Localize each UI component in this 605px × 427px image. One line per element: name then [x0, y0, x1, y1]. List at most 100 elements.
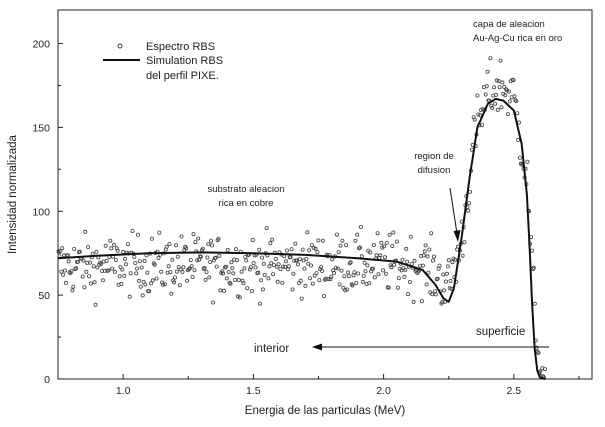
spectrum-point	[396, 276, 401, 281]
spectrum-point	[355, 232, 360, 237]
spectrum-point	[374, 253, 379, 258]
spectrum-point	[180, 269, 185, 274]
annotation-diffusion-region: region de	[414, 151, 454, 162]
spectrum-point	[360, 279, 365, 284]
x-tick-label: 1.5	[246, 385, 261, 397]
spectrum-point	[372, 275, 377, 280]
spectrum-point	[220, 269, 225, 274]
spectrum-point	[381, 244, 386, 249]
spectrum-point	[103, 243, 108, 248]
spectrum-point	[530, 248, 535, 253]
spectrum-point	[174, 269, 179, 274]
spectrum-point	[352, 270, 357, 275]
spectrum-point	[127, 294, 132, 299]
spectrum-point	[437, 263, 442, 268]
spectrum-point	[357, 246, 362, 251]
spectrum-point	[476, 112, 481, 117]
x-tick-label: 1.0	[116, 385, 131, 397]
spectrum-point	[202, 265, 207, 270]
spectrum-point	[420, 263, 425, 268]
spectrum-point	[244, 258, 249, 263]
spectrum-point	[74, 266, 79, 271]
spectrum-point	[223, 264, 228, 269]
spectrum-point	[319, 264, 324, 269]
spectrum-point	[387, 232, 392, 237]
spectrum-point	[490, 106, 495, 111]
spectrum-point	[269, 261, 274, 266]
spectrum-point	[71, 284, 76, 289]
spectrum-point	[289, 247, 294, 252]
spectrum-point	[506, 89, 511, 94]
spectrum-point	[317, 278, 322, 283]
spectrum-point	[241, 281, 246, 286]
spectrum-point	[266, 276, 271, 281]
spectrum-point	[80, 274, 85, 279]
spectrum-point	[233, 277, 238, 282]
spectrum-point	[196, 236, 201, 241]
spectrum-point	[236, 277, 241, 282]
spectrum-point	[148, 281, 153, 286]
spectrum-point	[321, 294, 326, 299]
spectrum-point	[353, 238, 358, 243]
spectrum-point	[245, 286, 250, 291]
annotation-surface: superficie	[476, 326, 525, 338]
spectrum-point	[259, 255, 264, 260]
spectrum-point	[532, 301, 537, 306]
spectrum-point	[381, 268, 386, 273]
spectrum-point	[218, 288, 223, 293]
spectrum-point	[115, 248, 120, 253]
spectrum-point	[303, 283, 308, 288]
spectrum-point	[466, 208, 471, 213]
spectrum-point	[172, 280, 177, 285]
spectrum-point	[316, 238, 321, 243]
spectrum-point	[363, 269, 368, 274]
spectrum-point	[268, 241, 273, 246]
spectrum-point	[433, 292, 438, 297]
spectrum-point	[378, 253, 383, 258]
spectrum-point	[502, 84, 507, 89]
spectrum-point	[104, 258, 109, 263]
spectrum-point	[260, 287, 265, 292]
spectrum-point	[124, 262, 129, 267]
spectrum-point	[479, 108, 484, 113]
spectrum-point	[405, 259, 410, 264]
spectrum-point	[66, 259, 71, 264]
spectrum-point	[365, 263, 370, 268]
spectrum-point	[293, 241, 298, 246]
spectrum-point	[330, 257, 335, 262]
y-axis-ticks: 0 50 100 150 200	[32, 39, 63, 386]
spectrum-point	[207, 275, 212, 280]
spectrum-point	[339, 268, 344, 273]
spectrum-point	[193, 240, 198, 245]
spectrum-point	[306, 261, 311, 266]
legend: Espectro RBS Simulation RBS del perfil P…	[103, 41, 223, 82]
spectrum-point	[302, 266, 307, 271]
spectrum-point	[370, 266, 375, 271]
spectrum-point	[56, 249, 61, 254]
spectrum-point	[145, 270, 150, 275]
spectrum-point	[173, 243, 178, 248]
spectrum-point	[308, 263, 313, 268]
x-axis-label: Energia de las particulas (MeV)	[245, 405, 406, 417]
spectrum-point	[361, 273, 366, 278]
spectrum-point	[239, 269, 244, 274]
spectrum-point	[425, 254, 430, 259]
spectrum-point	[249, 289, 254, 294]
y-axis-label: Intensidad normalizada	[7, 134, 19, 254]
spectrum-point	[226, 269, 231, 274]
annotation-alloy-layer: capa de aleacion	[473, 19, 545, 30]
spectrum-point	[536, 350, 541, 355]
spectrum-point	[400, 257, 405, 262]
spectrum-point	[82, 285, 87, 290]
spectrum-point	[253, 265, 258, 270]
spectrum-point	[166, 264, 171, 269]
spectrum-point	[83, 229, 88, 234]
spectrum-point	[192, 268, 197, 273]
spectrum-point	[92, 280, 97, 285]
annotations: capa de aleacion Au-Ag-Cu rica en oro regi…	[207, 19, 562, 355]
spectrum-point	[159, 269, 164, 274]
spectrum-point	[176, 265, 181, 270]
spectrum-point	[262, 272, 267, 277]
spectrum-point	[211, 258, 216, 263]
spectrum-point	[326, 277, 331, 282]
